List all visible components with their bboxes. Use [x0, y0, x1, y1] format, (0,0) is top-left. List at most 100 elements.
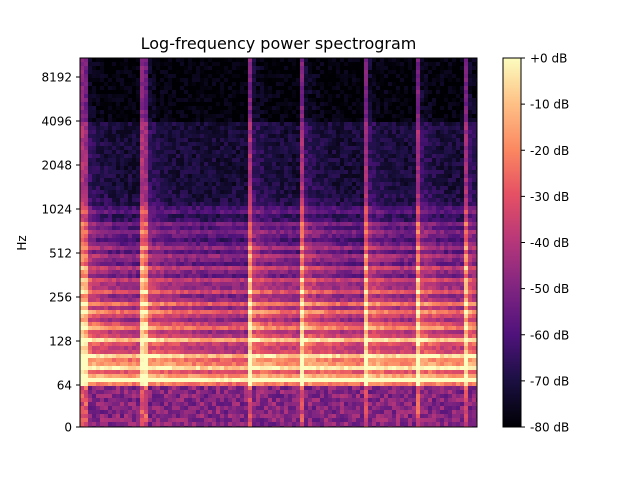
heatmap-cell — [260, 254, 264, 258]
heatmap-cell — [120, 394, 124, 398]
heatmap-cell — [88, 290, 92, 294]
heatmap-cell — [136, 202, 140, 206]
heatmap-cell — [172, 138, 176, 142]
heatmap-cell — [212, 274, 216, 278]
heatmap-cell — [212, 146, 216, 150]
heatmap-cell — [212, 154, 216, 158]
heatmap-cell — [152, 402, 156, 406]
heatmap-cell — [192, 414, 196, 418]
heatmap-cell — [292, 154, 296, 158]
heatmap-cell — [228, 386, 232, 390]
heatmap-cell — [196, 262, 200, 266]
heatmap-cell — [116, 218, 120, 222]
heatmap-cell — [280, 322, 284, 326]
heatmap-cell — [108, 270, 112, 274]
heatmap-cell — [100, 302, 104, 306]
heatmap-cell — [188, 218, 192, 222]
heatmap-cell — [188, 314, 192, 318]
heatmap-cell — [252, 82, 256, 86]
heatmap-cell — [92, 166, 96, 170]
heatmap-cell — [112, 422, 116, 426]
heatmap-cell — [256, 178, 260, 182]
heatmap-cell — [224, 242, 228, 246]
heatmap-cell — [188, 162, 192, 166]
heatmap-cell — [264, 322, 268, 326]
heatmap-cell — [288, 186, 292, 190]
heatmap-cell — [136, 370, 140, 374]
heatmap-cell — [248, 386, 252, 390]
heatmap-cell — [188, 394, 192, 398]
heatmap-cell — [132, 218, 136, 222]
heatmap-cell — [264, 306, 268, 310]
heatmap-cell — [108, 298, 112, 302]
heatmap-cell — [100, 158, 104, 162]
heatmap-cell — [116, 242, 120, 246]
heatmap-cell — [100, 362, 104, 366]
heatmap-cell — [112, 194, 116, 198]
heatmap-cell — [236, 262, 240, 266]
heatmap-cell — [168, 98, 172, 102]
heatmap-cell — [248, 398, 252, 402]
heatmap-cell — [136, 354, 140, 358]
heatmap-cell — [164, 234, 168, 238]
heatmap-cell — [172, 350, 176, 354]
heatmap-cell — [260, 274, 264, 278]
heatmap-cell — [144, 274, 148, 278]
heatmap-cell — [228, 158, 232, 162]
heatmap-cell — [236, 342, 240, 346]
heatmap-cell — [256, 306, 260, 310]
heatmap-cell — [152, 138, 156, 142]
heatmap-cell — [280, 242, 284, 246]
heatmap-cell — [256, 262, 260, 266]
heatmap-cell — [260, 394, 264, 398]
heatmap-cell — [176, 86, 180, 90]
heatmap-cell — [232, 218, 236, 222]
heatmap-cell — [232, 202, 236, 206]
heatmap-cell — [244, 306, 248, 310]
heatmap-cell — [112, 78, 116, 82]
heatmap-cell — [244, 298, 248, 302]
heatmap-cell — [192, 374, 196, 378]
heatmap-cell — [248, 130, 252, 134]
heatmap-cell — [184, 422, 188, 426]
heatmap-cell — [164, 274, 168, 278]
heatmap-cell — [212, 150, 216, 154]
heatmap-cell — [92, 370, 96, 374]
heatmap-cell — [108, 322, 112, 326]
heatmap-cell — [132, 314, 136, 318]
heatmap-cell — [120, 66, 124, 70]
heatmap-cell — [84, 238, 88, 242]
heatmap-cell — [176, 286, 180, 290]
heatmap-cell — [156, 158, 160, 162]
heatmap-cell — [212, 422, 216, 426]
heatmap-cell — [88, 282, 92, 286]
heatmap-cell — [120, 226, 124, 230]
heatmap-cell — [108, 70, 112, 74]
heatmap-cell — [184, 170, 188, 174]
heatmap-cell — [188, 290, 192, 294]
heatmap-cell — [144, 194, 148, 198]
heatmap-cell — [144, 74, 148, 78]
heatmap-cell — [200, 250, 204, 254]
heatmap-cell — [140, 394, 144, 398]
heatmap-cell — [216, 66, 220, 70]
heatmap-cell — [240, 202, 244, 206]
heatmap-cell — [240, 394, 244, 398]
heatmap-cell — [192, 110, 196, 114]
heatmap-cell — [280, 314, 284, 318]
heatmap-cell — [124, 398, 128, 402]
heatmap-cell — [116, 322, 120, 326]
heatmap-cell — [208, 170, 212, 174]
heatmap-cell — [96, 394, 100, 398]
heatmap-cell — [272, 258, 276, 262]
heatmap-cell — [80, 134, 84, 138]
heatmap-cell — [160, 382, 164, 386]
heatmap-cell — [92, 182, 96, 186]
heatmap-cell — [280, 98, 284, 102]
heatmap-cell — [84, 218, 88, 222]
heatmap-cell — [280, 186, 284, 190]
heatmap-cell — [236, 90, 240, 94]
heatmap-cell — [92, 282, 96, 286]
heatmap-cell — [164, 170, 168, 174]
heatmap-cell — [228, 330, 232, 334]
